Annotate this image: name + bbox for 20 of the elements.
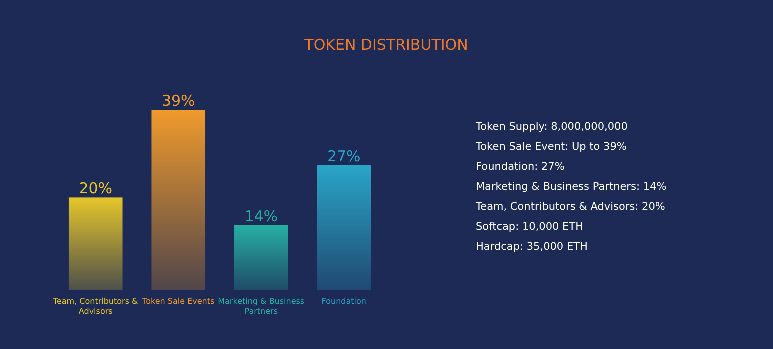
text: Token Sale Event: Up to 39% (475, 141, 627, 153)
x-tick-label: Foundation (322, 297, 366, 306)
bar (317, 165, 372, 290)
chart-title: TOKEN DISTRIBUTION (304, 36, 468, 54)
bar (234, 225, 288, 290)
x-tick-label: Marketing & Business Partners (218, 297, 305, 316)
text: Marketing & Business Partners: 14% (476, 181, 667, 193)
data-label: 20% (79, 180, 113, 198)
text: Foundation: 27% (476, 161, 565, 173)
text: Softcap: 10,000 ETH (476, 221, 584, 233)
bar (68, 198, 123, 290)
data-label: 14% (244, 207, 278, 226)
text: Token Supply: 8,000,000,000 (475, 121, 628, 133)
bar (152, 110, 206, 290)
data-label: 27% (327, 147, 361, 166)
text: Team, Contributors & Advisors: 20% (475, 201, 666, 213)
x-tick-label: Team, Contributors & Advisors (52, 297, 138, 316)
text: Hardcap: 35,000 ETH (476, 241, 588, 253)
x-tick-label: Token Sale Events (142, 297, 215, 306)
data-label: 39% (162, 92, 196, 110)
